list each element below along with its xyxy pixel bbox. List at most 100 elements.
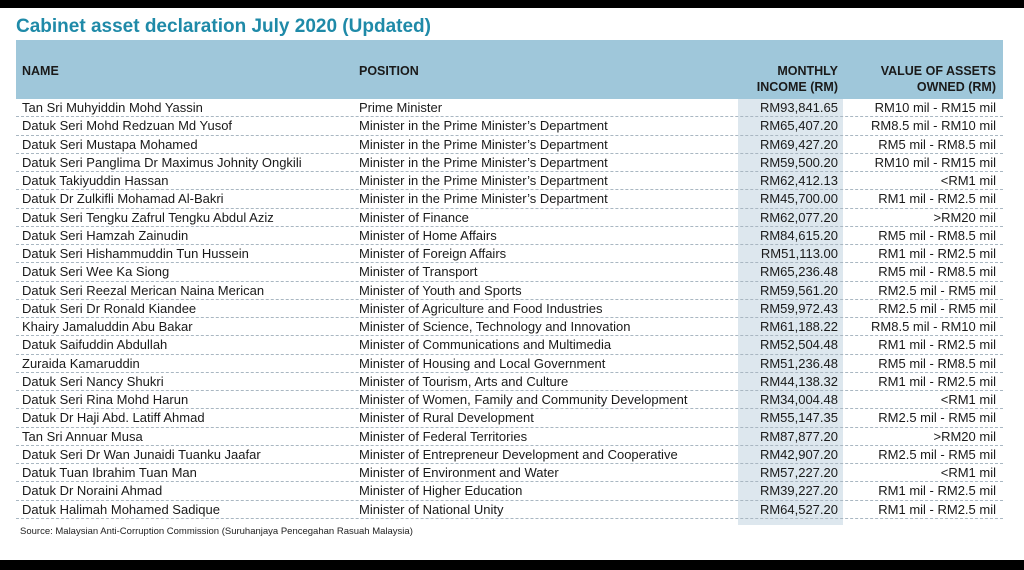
cell-name: Datuk Dr Zulkifli Mohamad Al-Bakri bbox=[22, 191, 224, 207]
cell-income: RM62,412.13 bbox=[759, 173, 838, 188]
income-column-shading bbox=[738, 99, 843, 525]
cell-position: Minister of Tourism, Arts and Culture bbox=[359, 373, 569, 389]
cell-position: Minister of Science, Technology and Inno… bbox=[359, 319, 631, 334]
table-row: Datuk Seri Dr Wan Junaidi Tuanku Jaafar M… bbox=[16, 446, 1003, 464]
table-row: Datuk Tuan Ibrahim Tuan Man Minister of E… bbox=[16, 464, 1003, 483]
table-row: Datuk Takiyuddin Hassan Minister in the P… bbox=[16, 172, 1003, 191]
table-row: Zuraida Kamaruddin Minister of Housing an… bbox=[16, 355, 1003, 373]
cell-name: Datuk Seri Rina Mohd Harun bbox=[22, 392, 189, 407]
cell-name: Datuk Seri Panglima Dr Maximus Johnity O… bbox=[22, 154, 302, 170]
cell-name: Datuk Seri Wee Ka Siong bbox=[22, 264, 170, 280]
cell-position: Minister of Agriculture and Food Industr… bbox=[359, 300, 603, 316]
table-row: Datuk Saifuddin Abdullah Minister of Comm… bbox=[16, 336, 1003, 355]
table-row: Datuk Halimah Mohamed Sadique Minister of… bbox=[16, 501, 1003, 519]
cell-assets: RM2.5 mil - RM5 mil bbox=[878, 282, 996, 298]
source-note: Source: Malaysian Anti-Corruption Commis… bbox=[20, 526, 413, 537]
table-header: NAME POSITION MONTHLY INCOME (RM) VALUE … bbox=[16, 40, 1003, 99]
table-row: Datuk Seri Nancy Shukri Minister of Touri… bbox=[16, 373, 1003, 391]
cell-assets: RM5 mil - RM8.5 mil bbox=[878, 227, 996, 243]
cell-name: Tan Sri Muhyiddin Mohd Yassin bbox=[22, 100, 203, 115]
page-title: Cabinet asset declaration July 2020 (Upd… bbox=[16, 16, 431, 37]
table-row: Datuk Seri Panglima Dr Maximus Johnity O… bbox=[16, 154, 1003, 172]
cell-assets: RM8.5 mil - RM10 mil bbox=[871, 319, 996, 334]
cell-income: RM59,972.43 bbox=[759, 300, 838, 316]
header-income: MONTHLY INCOME (RM) bbox=[756, 64, 838, 94]
cell-income: RM57,227.20 bbox=[759, 465, 838, 480]
cell-name: Datuk Seri Mustapa Mohamed bbox=[22, 136, 198, 152]
table-row: Tan Sri Annuar Musa Minister of Federal T… bbox=[16, 428, 1003, 446]
table-row: Tan Sri Muhyiddin Mohd Yassin Prime Minis… bbox=[16, 99, 1003, 118]
cell-position: Minister in the Prime Minister’s Departm… bbox=[359, 154, 608, 170]
cell-income: RM65,407.20 bbox=[759, 118, 838, 134]
cell-position: Minister of Home Affairs bbox=[359, 227, 497, 243]
cell-income: RM87,877.20 bbox=[759, 428, 838, 444]
cell-position: Minister in the Prime Minister’s Departm… bbox=[359, 118, 608, 134]
cell-income: RM55,147.35 bbox=[759, 410, 838, 426]
cell-income: RM93,841.65 bbox=[759, 100, 838, 115]
cell-income: RM34,004.48 bbox=[759, 392, 838, 407]
table-row: Datuk Dr Zulkifli Mohamad Al-Bakri Minist… bbox=[16, 190, 1003, 209]
cell-assets: <RM1 mil bbox=[940, 392, 996, 407]
cell-position: Prime Minister bbox=[359, 100, 443, 115]
cell-name: Tan Sri Annuar Musa bbox=[22, 428, 143, 444]
cell-income: RM61,188.22 bbox=[759, 319, 838, 334]
asset-table: NAME POSITION MONTHLY INCOME (RM) VALUE … bbox=[16, 40, 1003, 525]
cell-position: Minister in the Prime Minister’s Departm… bbox=[359, 191, 608, 207]
table-row: Datuk Seri Rina Mohd Harun Minister of Wo… bbox=[16, 391, 1003, 410]
cell-assets: RM5 mil - RM8.5 mil bbox=[878, 136, 996, 152]
cell-name: Datuk Seri Reezal Merican Naina Merican bbox=[22, 282, 265, 298]
cell-position: Minister in the Prime Minister’s Departm… bbox=[359, 173, 608, 188]
cell-name: Datuk Saifuddin Abdullah bbox=[22, 337, 168, 353]
cell-position: Minister of Higher Education bbox=[359, 483, 523, 499]
cell-assets: RM2.5 mil - RM5 mil bbox=[878, 410, 996, 426]
cell-income: RM84,615.20 bbox=[759, 227, 838, 243]
cell-position: Minister of Finance bbox=[359, 209, 469, 225]
cell-assets: RM2.5 mil - RM5 mil bbox=[878, 300, 996, 316]
cell-assets: RM5 mil - RM8.5 mil bbox=[878, 264, 996, 280]
cell-position: Minister of Communications and Multimedi… bbox=[359, 337, 612, 353]
cell-income: RM62,077.20 bbox=[759, 209, 838, 225]
cell-name: Zuraida Kamaruddin bbox=[22, 355, 140, 371]
header-name: NAME bbox=[22, 64, 59, 78]
cell-position: Minister of Environment and Water bbox=[359, 465, 559, 480]
cell-position: Minister of National Unity bbox=[359, 501, 504, 517]
cell-position: Minister in the Prime Minister’s Departm… bbox=[359, 136, 608, 152]
cell-name: Datuk Seri Dr Wan Junaidi Tuanku Jaafar bbox=[22, 446, 261, 462]
cell-position: Minister of Youth and Sports bbox=[359, 282, 522, 298]
cell-income: RM44,138.32 bbox=[759, 373, 838, 389]
table-row: Khairy Jamaluddin Abu Bakar Minister of S… bbox=[16, 318, 1003, 337]
infographic: Cabinet asset declaration July 2020 (Upd… bbox=[0, 8, 1024, 560]
header-assets: VALUE OF ASSETS OWNED (RM) bbox=[880, 64, 996, 94]
cell-position: Minister of Federal Territories bbox=[359, 428, 528, 444]
cell-assets: >RM20 mil bbox=[933, 209, 997, 225]
table-row: Datuk Seri Wee Ka Siong Minister of Trans… bbox=[16, 263, 1003, 282]
table-row: Datuk Seri Hamzah Zainudin Minister of Ho… bbox=[16, 227, 1003, 245]
cell-assets: RM8.5 mil - RM10 mil bbox=[871, 118, 996, 134]
cell-assets: RM10 mil - RM15 mil bbox=[874, 100, 996, 115]
cell-income: RM51,113.00 bbox=[760, 246, 838, 261]
cell-income: RM64,527.20 bbox=[759, 501, 838, 517]
cell-assets: <RM1 mil bbox=[940, 173, 996, 188]
cell-assets: RM2.5 mil - RM5 mil bbox=[878, 446, 996, 462]
cell-name: Datuk Takiyuddin Hassan bbox=[22, 173, 169, 188]
header-position: POSITION bbox=[359, 64, 419, 78]
cell-income: RM59,500.20 bbox=[759, 154, 838, 170]
cell-position: Minister of Rural Development bbox=[359, 410, 534, 426]
cell-assets: RM1 mil - RM2.5 mil bbox=[878, 246, 996, 261]
cell-name: Khairy Jamaluddin Abu Bakar bbox=[22, 319, 193, 334]
cell-position: Minister of Transport bbox=[359, 264, 478, 280]
cell-assets: <RM1 mil bbox=[940, 465, 996, 480]
cell-assets: RM5 mil - RM8.5 mil bbox=[878, 355, 996, 371]
cell-assets: RM1 mil - RM2.5 mil bbox=[878, 337, 996, 353]
cell-position: Minister of Women, Family and Community … bbox=[359, 392, 688, 407]
table-body: Tan Sri Muhyiddin Mohd Yassin Prime Minis… bbox=[16, 99, 1003, 519]
cell-name: Datuk Seri Mohd Redzuan Md Yusof bbox=[22, 118, 233, 134]
cell-name: Datuk Seri Dr Ronald Kiandee bbox=[22, 300, 197, 316]
cell-income: RM59,561.20 bbox=[759, 282, 838, 298]
table-row: Datuk Seri Hishammuddin Tun Hussein Minis… bbox=[16, 245, 1003, 264]
cell-name: Datuk Dr Haji Abd. Latiff Ahmad bbox=[22, 410, 205, 426]
table-row: Datuk Seri Tengku Zafrul Tengku Abdul Az… bbox=[16, 209, 1003, 227]
cell-income: RM69,427.20 bbox=[759, 136, 838, 152]
table-row: Datuk Seri Mohd Redzuan Md Yusof Minister… bbox=[16, 117, 1003, 136]
cell-income: RM39,227.20 bbox=[759, 483, 838, 499]
